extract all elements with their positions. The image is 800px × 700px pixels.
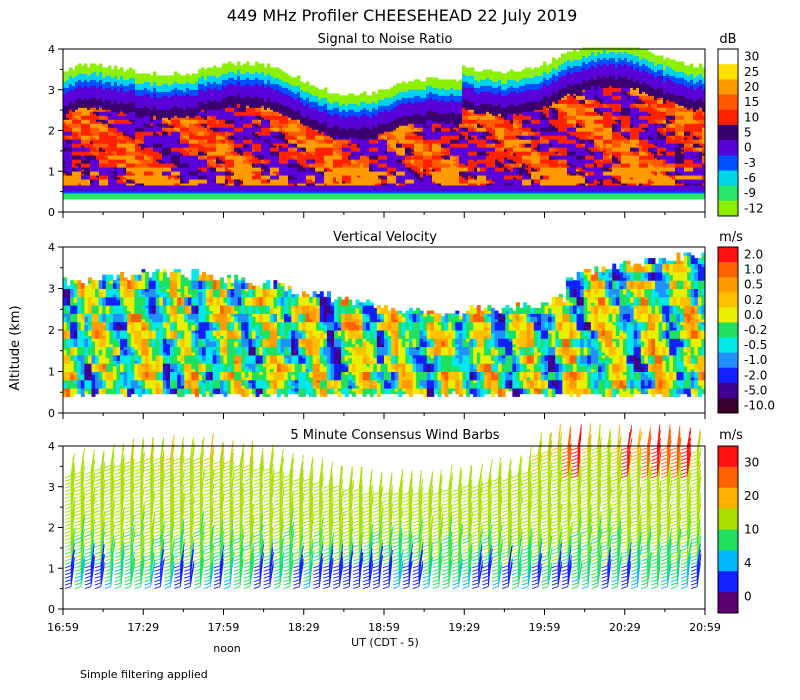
snr-cell xyxy=(120,67,123,69)
snr-cell xyxy=(138,73,141,75)
snr-cell xyxy=(144,73,147,75)
snr-cell xyxy=(126,69,129,71)
snr-cell xyxy=(177,73,180,75)
snr-cell xyxy=(273,67,276,69)
snr-cell xyxy=(147,73,150,75)
snr-cell xyxy=(72,69,75,71)
profiler-figure: 449 MHz Profiler CHEESEHEAD 22 July 2019… xyxy=(0,0,800,700)
snr-cell xyxy=(150,75,153,77)
snr-cell xyxy=(189,75,192,77)
snr-cell xyxy=(69,67,72,69)
snr-cell xyxy=(78,63,81,65)
snr-cell xyxy=(102,67,105,69)
snr-cell xyxy=(219,67,222,69)
snr-cell xyxy=(156,75,159,77)
snr-cell xyxy=(228,62,231,64)
snr-cell xyxy=(249,65,252,67)
snr-cell xyxy=(207,67,210,69)
snr-cell xyxy=(183,75,186,77)
snr-cell xyxy=(288,75,291,77)
snr-cell xyxy=(168,75,171,77)
snr-cell xyxy=(171,75,174,77)
snr-cell xyxy=(174,71,177,73)
snr-cell xyxy=(108,65,111,67)
snr-cell xyxy=(264,67,267,69)
snr-cell xyxy=(99,63,102,65)
snr-cell xyxy=(117,69,120,71)
snr-cell xyxy=(255,62,258,64)
snr-cell xyxy=(243,63,246,65)
snr-cell xyxy=(192,73,195,75)
snr-cell xyxy=(66,71,69,73)
snr-cell xyxy=(231,63,234,65)
snr-cell xyxy=(204,69,207,71)
snr-cell xyxy=(282,71,285,73)
snr-cell xyxy=(105,67,108,69)
snr-cell xyxy=(276,67,279,69)
snr-cell xyxy=(258,63,261,65)
snr-cell xyxy=(159,75,162,77)
snr-cell xyxy=(261,63,264,65)
snr-cell xyxy=(153,71,156,73)
snr-heatmap xyxy=(63,48,705,200)
snr-cell xyxy=(84,63,87,65)
snr-cell xyxy=(246,62,249,64)
snr-cell xyxy=(270,67,273,69)
snr-cell xyxy=(198,69,201,71)
snr-cell xyxy=(63,71,66,73)
snr-cell xyxy=(237,62,240,64)
snr-cell xyxy=(285,73,288,75)
snr-cell xyxy=(135,73,138,75)
snr-cell xyxy=(75,65,78,67)
snr-cell xyxy=(267,63,270,65)
snr-cell xyxy=(225,63,228,65)
snr-cell xyxy=(165,75,168,77)
snr-cell xyxy=(213,65,216,67)
snr-cell xyxy=(201,67,204,69)
snr-cell xyxy=(234,65,237,67)
snr-cell xyxy=(252,65,255,67)
snr-cell xyxy=(123,71,126,73)
snr-cell xyxy=(186,73,189,75)
snr-cell xyxy=(96,65,99,67)
snr-cell xyxy=(129,67,132,69)
snr-cell xyxy=(90,63,93,65)
snr-cell xyxy=(93,63,96,65)
snr-cell xyxy=(180,75,183,77)
snr-cell xyxy=(81,65,84,67)
snr-cell xyxy=(132,69,135,71)
snr-cell xyxy=(240,65,243,67)
snr-cell xyxy=(87,67,90,69)
snr-cell xyxy=(195,73,198,75)
snr-cell xyxy=(222,63,225,65)
snr-cell xyxy=(162,75,165,77)
snr-cell xyxy=(141,73,144,75)
snr-cell xyxy=(216,67,219,69)
snr-cell xyxy=(114,65,117,67)
snr-panel-title: Signal to Noise Ratio xyxy=(318,32,453,47)
snr-cell xyxy=(210,67,213,69)
figure-title: 449 MHz Profiler CHEESEHEAD 22 July 2019 xyxy=(227,6,578,25)
snr-cell xyxy=(111,69,114,71)
snr-cell xyxy=(279,69,282,71)
